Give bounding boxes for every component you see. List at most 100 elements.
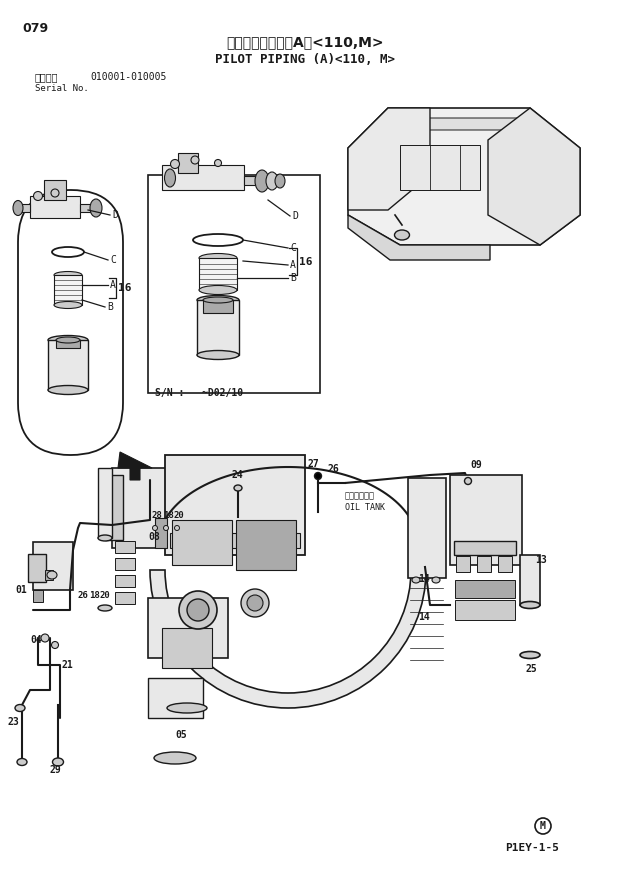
Ellipse shape [166,652,211,664]
Bar [170,533,300,548]
Wedge shape [150,570,426,708]
Bar [30,196,80,218]
Text: D: D [292,211,298,221]
Bar [148,598,228,658]
Bar [244,176,262,185]
Bar [400,145,480,190]
Polygon shape [360,118,565,165]
Bar [165,455,305,555]
Bar [498,556,512,572]
Ellipse shape [247,595,263,611]
Bar [162,165,244,190]
Bar [456,556,470,572]
Ellipse shape [56,337,80,343]
Text: 16: 16 [299,257,312,267]
Ellipse shape [241,589,269,617]
Text: 25: 25 [525,664,537,674]
Bar [477,556,491,572]
Text: 01: 01 [15,585,27,595]
Bar [520,555,540,605]
FancyBboxPatch shape [18,190,123,455]
Text: オイルタンク: オイルタンク [345,491,375,500]
Bar [105,475,123,540]
Bar [44,180,66,200]
Circle shape [535,818,551,834]
Bar [115,541,135,553]
Text: 24: 24 [232,470,244,480]
Text: パイロット配管（A）<110,M>: パイロット配管（A）<110,M> [226,35,384,49]
Bar [80,204,96,212]
Text: OIL TANK: OIL TANK [345,503,385,512]
Text: D: D [112,210,118,220]
Ellipse shape [203,297,233,303]
Bar [98,468,112,538]
Ellipse shape [48,386,88,395]
Ellipse shape [394,230,409,240]
Text: 09: 09 [470,460,482,470]
Ellipse shape [199,254,237,262]
Text: 26: 26 [78,591,89,600]
Ellipse shape [432,577,440,583]
Bar [112,468,167,548]
Text: 08: 08 [148,532,160,542]
Ellipse shape [51,641,58,648]
Bar [236,520,296,570]
Text: 28: 28 [152,511,162,520]
Bar [18,204,30,212]
Text: 079: 079 [22,22,48,35]
Text: 21: 21 [62,660,74,670]
Text: 04: 04 [30,635,42,645]
Ellipse shape [520,652,540,659]
Text: PILOT PIPING (A)<110, M>: PILOT PIPING (A)<110, M> [215,53,395,66]
Ellipse shape [167,703,207,713]
Ellipse shape [54,271,82,278]
Ellipse shape [179,591,217,629]
Text: Serial No.: Serial No. [35,84,89,93]
Bar [172,520,232,565]
Ellipse shape [33,192,43,200]
Bar [33,542,73,590]
Ellipse shape [170,159,180,169]
Text: B: B [107,302,113,312]
Ellipse shape [90,199,102,217]
Text: C: C [110,255,116,265]
Ellipse shape [47,571,57,579]
Text: A: A [290,260,296,270]
Bar [454,541,516,555]
Ellipse shape [153,526,157,530]
Polygon shape [348,108,580,245]
Polygon shape [348,215,490,260]
Ellipse shape [412,577,420,583]
Bar [56,340,80,348]
Ellipse shape [197,351,239,360]
Ellipse shape [17,759,27,766]
Text: 16: 16 [118,283,131,293]
Ellipse shape [520,601,540,608]
Ellipse shape [13,200,23,215]
Text: B: B [290,273,296,283]
Text: 20: 20 [100,591,111,600]
Text: 18: 18 [163,511,174,520]
Ellipse shape [48,335,88,345]
Bar [148,678,203,718]
Bar [28,554,46,582]
Bar [33,590,43,602]
Bar [199,258,237,290]
Ellipse shape [51,189,59,197]
Text: M: M [540,821,546,831]
Bar [115,592,135,604]
Ellipse shape [41,634,49,642]
Bar [178,153,198,173]
Bar [455,600,515,620]
Bar [45,570,53,580]
Text: 13: 13 [535,555,547,565]
Ellipse shape [15,704,25,711]
Bar [408,478,446,578]
Bar [115,558,135,570]
Ellipse shape [164,526,169,530]
Polygon shape [118,452,152,480]
Bar [197,300,239,355]
Ellipse shape [174,526,180,530]
Bar [155,518,167,548]
Ellipse shape [52,247,84,257]
